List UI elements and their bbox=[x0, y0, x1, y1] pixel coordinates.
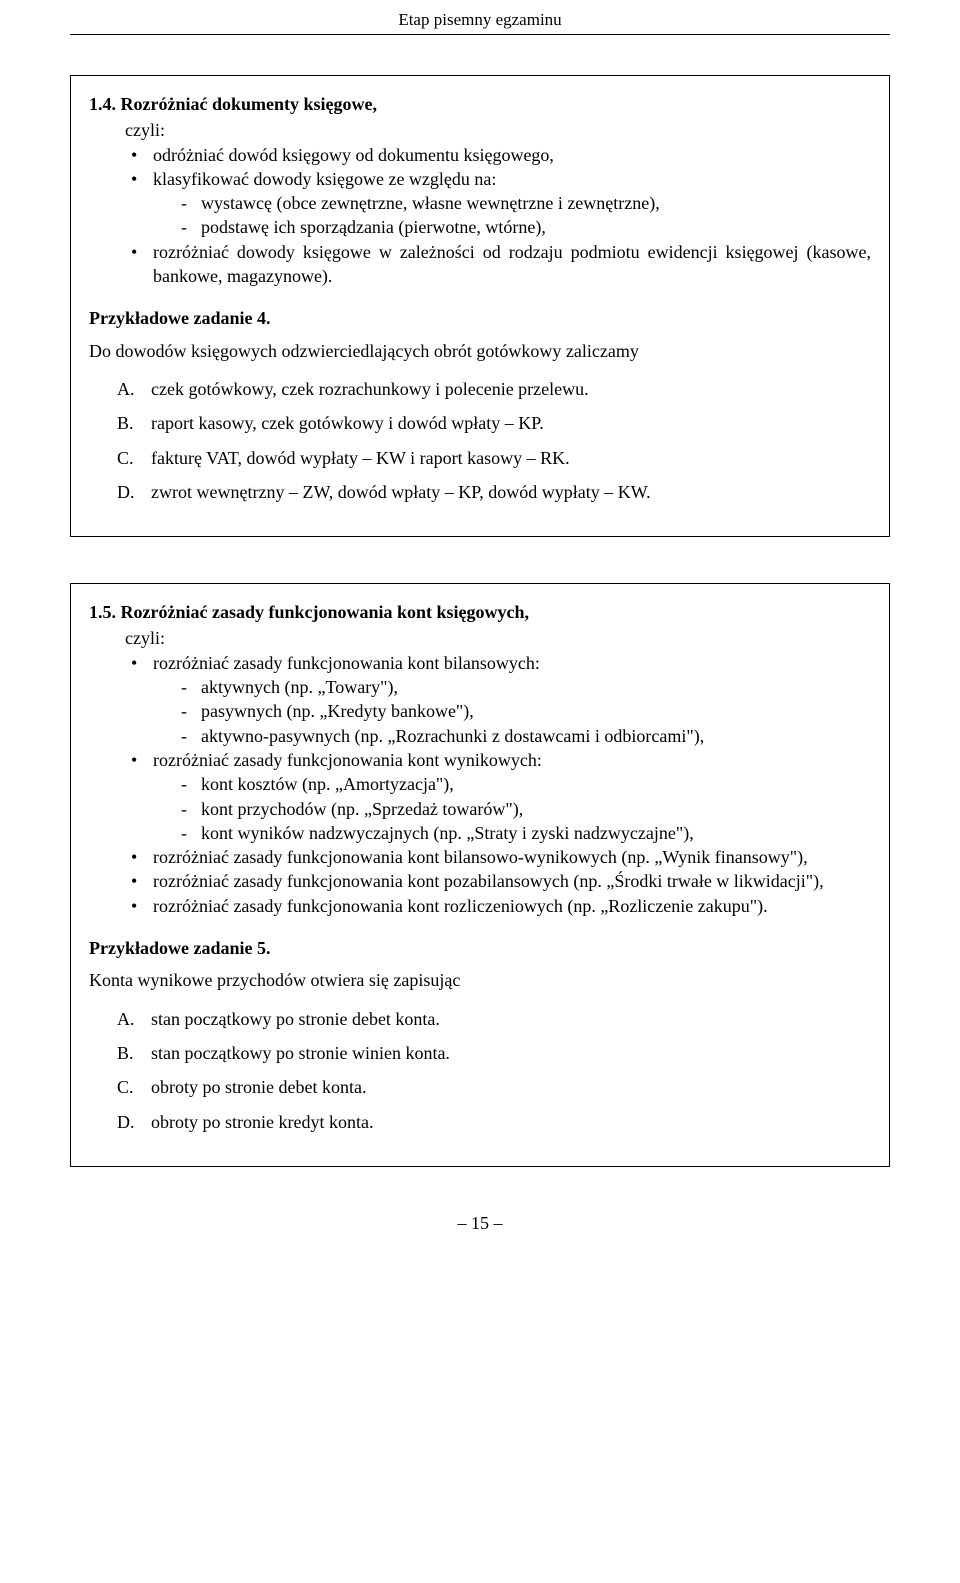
bullet-text: rozróżniać dowody księgowe w zależności … bbox=[153, 242, 871, 286]
answer-text: stan początkowy po stronie winien konta. bbox=[151, 1041, 871, 1065]
question-text: Do dowodów księgowych odzwierciedlającyc… bbox=[89, 339, 871, 363]
dash-item: kont wyników nadzwyczajnych (np. „Straty… bbox=[181, 821, 871, 845]
bullet-item: odróżniać dowód księgowy od dokumentu ks… bbox=[125, 143, 871, 167]
section-title: 1.5. Rozróżniać zasady funkcjonowania ko… bbox=[89, 600, 871, 624]
dash-item: aktywno-pasywnych (np. „Rozrachunki z do… bbox=[181, 724, 871, 748]
bullet-item: rozróżniać zasady funkcjonowania kont wy… bbox=[125, 748, 871, 845]
answer-letter: A. bbox=[117, 377, 151, 401]
answer-list: A. stan początkowy po stronie debet kont… bbox=[117, 1007, 871, 1134]
bullet-item: rozróżniać dowody księgowe w zależności … bbox=[125, 240, 871, 289]
bullet-text: odróżniać dowód księgowy od dokumentu ks… bbox=[153, 145, 554, 165]
bullet-list: odróżniać dowód księgowy od dokumentu ks… bbox=[125, 143, 871, 289]
bullet-list: rozróżniać zasady funkcjonowania kont bi… bbox=[125, 651, 871, 918]
page-container: Etap pisemny egzaminu 1.4. Rozróżniać do… bbox=[0, 0, 960, 1274]
answer-letter: C. bbox=[117, 446, 151, 470]
dash-item: pasywnych (np. „Kredyty bankowe"), bbox=[181, 699, 871, 723]
answer-text: raport kasowy, czek gotówkowy i dowód wp… bbox=[151, 411, 871, 435]
answer-option: B. raport kasowy, czek gotówkowy i dowód… bbox=[117, 411, 871, 435]
answer-option: B. stan początkowy po stronie winien kon… bbox=[117, 1041, 871, 1065]
section-1-5: 1.5. Rozróżniać zasady funkcjonowania ko… bbox=[70, 583, 890, 1167]
answer-text: obroty po stronie debet konta. bbox=[151, 1075, 871, 1099]
sample-heading: Przykładowe zadanie 5. bbox=[89, 936, 871, 960]
bullet-item: rozróżniać zasady funkcjonowania kont ro… bbox=[125, 894, 871, 918]
answer-option: D. obroty po stronie kredyt konta. bbox=[117, 1110, 871, 1134]
bullet-text: rozróżniać zasady funkcjonowania kont bi… bbox=[153, 653, 540, 673]
dash-list: aktywnych (np. „Towary"), pasywnych (np.… bbox=[181, 675, 871, 748]
question-text: Konta wynikowe przychodów otwiera się za… bbox=[89, 968, 871, 992]
dash-item: aktywnych (np. „Towary"), bbox=[181, 675, 871, 699]
bullet-text: rozróżniać zasady funkcjonowania kont wy… bbox=[153, 750, 542, 770]
dash-item: wystawcę (obce zewnętrzne, własne wewnęt… bbox=[181, 191, 871, 215]
answer-text: zwrot wewnętrzny – ZW, dowód wpłaty – KP… bbox=[151, 480, 871, 504]
page-header: Etap pisemny egzaminu bbox=[70, 10, 890, 35]
dash-list: kont kosztów (np. „Amortyzacja"), kont p… bbox=[181, 772, 871, 845]
bullet-text: rozróżniać zasady funkcjonowania kont ro… bbox=[153, 896, 768, 916]
answer-option: C. obroty po stronie debet konta. bbox=[117, 1075, 871, 1099]
answer-text: obroty po stronie kredyt konta. bbox=[151, 1110, 871, 1134]
bullet-text: klasyfikować dowody księgowe ze względu … bbox=[153, 169, 496, 189]
sample-heading: Przykładowe zadanie 4. bbox=[89, 306, 871, 330]
answer-option: D. zwrot wewnętrzny – ZW, dowód wpłaty –… bbox=[117, 480, 871, 504]
dash-item: kont przychodów (np. „Sprzedaż towarów")… bbox=[181, 797, 871, 821]
answer-letter: C. bbox=[117, 1075, 151, 1099]
page-number: – 15 – bbox=[70, 1213, 890, 1234]
czyli-label: czyli: bbox=[125, 626, 871, 650]
czyli-label: czyli: bbox=[125, 118, 871, 142]
section-1-4: 1.4. Rozróżniać dokumenty księgowe, czyl… bbox=[70, 75, 890, 537]
answer-option: A. czek gotówkowy, czek rozrachunkowy i … bbox=[117, 377, 871, 401]
bullet-item: klasyfikować dowody księgowe ze względu … bbox=[125, 167, 871, 240]
answer-option: A. stan początkowy po stronie debet kont… bbox=[117, 1007, 871, 1031]
bullet-item: rozróżniać zasady funkcjonowania kont bi… bbox=[125, 651, 871, 748]
answer-letter: B. bbox=[117, 1041, 151, 1065]
section-title: 1.4. Rozróżniać dokumenty księgowe, bbox=[89, 92, 871, 116]
answer-option: C. fakturę VAT, dowód wypłaty – KW i rap… bbox=[117, 446, 871, 470]
answer-letter: B. bbox=[117, 411, 151, 435]
answer-letter: D. bbox=[117, 1110, 151, 1134]
answer-letter: A. bbox=[117, 1007, 151, 1031]
answer-letter: D. bbox=[117, 480, 151, 504]
bullet-text: rozróżniać zasady funkcjonowania kont bi… bbox=[153, 847, 808, 867]
bullet-item: rozróżniać zasady funkcjonowania kont bi… bbox=[125, 845, 871, 869]
answer-text: fakturę VAT, dowód wypłaty – KW i raport… bbox=[151, 446, 871, 470]
dash-item: kont kosztów (np. „Amortyzacja"), bbox=[181, 772, 871, 796]
bullet-text: rozróżniać zasady funkcjonowania kont po… bbox=[153, 871, 824, 891]
answer-list: A. czek gotówkowy, czek rozrachunkowy i … bbox=[117, 377, 871, 504]
dash-list: wystawcę (obce zewnętrzne, własne wewnęt… bbox=[181, 191, 871, 240]
answer-text: czek gotówkowy, czek rozrachunkowy i pol… bbox=[151, 377, 871, 401]
answer-text: stan początkowy po stronie debet konta. bbox=[151, 1007, 871, 1031]
bullet-item: rozróżniać zasady funkcjonowania kont po… bbox=[125, 869, 871, 893]
dash-item: podstawę ich sporządzania (pierwotne, wt… bbox=[181, 215, 871, 239]
